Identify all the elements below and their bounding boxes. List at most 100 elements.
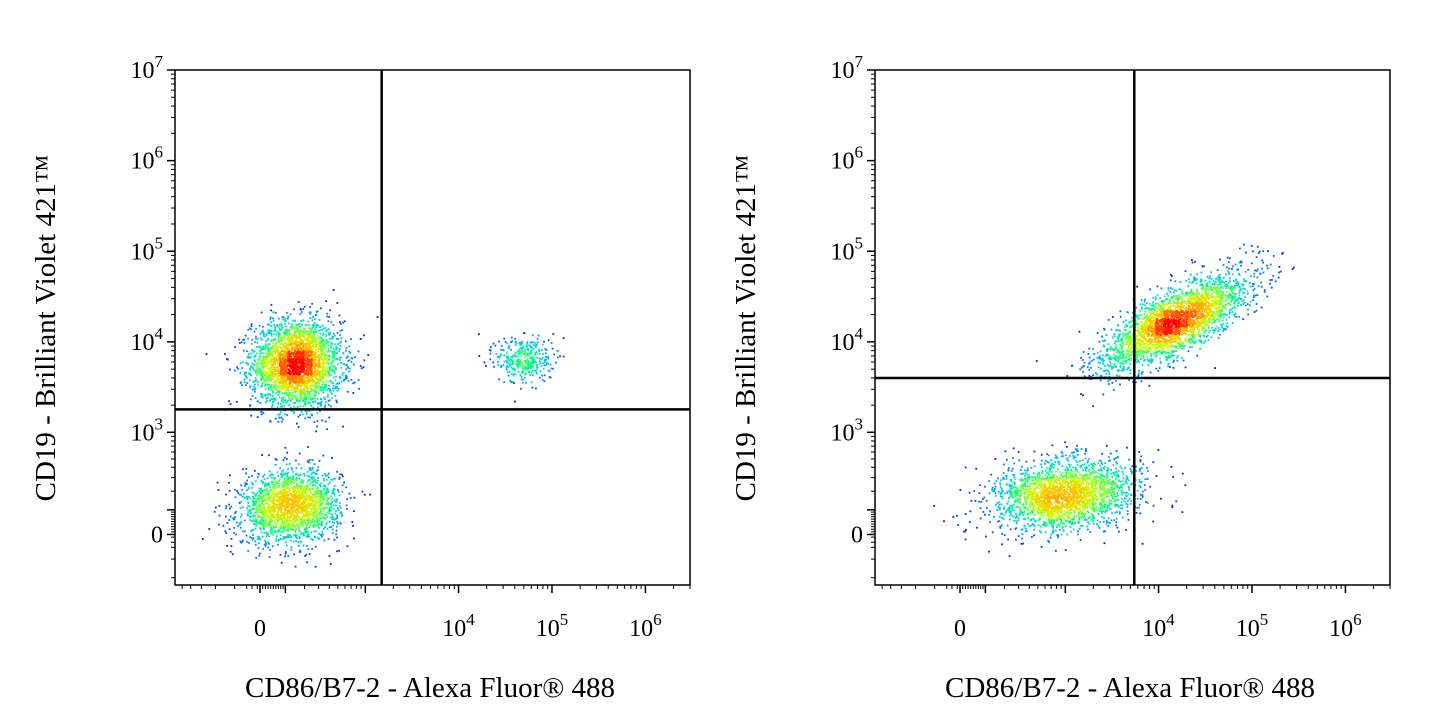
data-point xyxy=(317,501,320,503)
data-point xyxy=(295,357,298,359)
data-point xyxy=(291,529,294,531)
data-point xyxy=(271,378,274,380)
data-point xyxy=(314,515,317,518)
data-point xyxy=(285,353,288,355)
data-point xyxy=(282,367,285,370)
data-point xyxy=(318,523,321,525)
data-point xyxy=(310,487,313,490)
data-point xyxy=(298,506,300,509)
data-point xyxy=(312,357,315,360)
data-point xyxy=(264,539,267,542)
data-point xyxy=(272,368,275,371)
data-point xyxy=(294,503,297,506)
data-point xyxy=(287,389,290,392)
data-point xyxy=(275,346,278,349)
data-point xyxy=(270,476,273,479)
data-point xyxy=(272,317,274,320)
data-point xyxy=(309,333,311,335)
data-point xyxy=(280,323,283,326)
data-point xyxy=(294,565,297,568)
data-point xyxy=(314,400,316,403)
data-point xyxy=(349,367,351,370)
data-point xyxy=(345,504,348,507)
data-point xyxy=(276,503,278,506)
data-point xyxy=(264,494,266,497)
data-point xyxy=(278,484,281,487)
data-point xyxy=(294,529,296,532)
data-point xyxy=(279,490,282,493)
data-point xyxy=(282,504,284,507)
data-point xyxy=(301,517,303,520)
data-point xyxy=(546,362,548,364)
data-point xyxy=(281,485,284,488)
data-point xyxy=(309,524,312,527)
data-point xyxy=(243,338,245,341)
data-point xyxy=(326,502,329,505)
data-point xyxy=(520,343,522,346)
data-point xyxy=(332,516,334,518)
data-point xyxy=(270,397,273,400)
data-point xyxy=(261,512,264,515)
data-point xyxy=(336,332,339,334)
data-point xyxy=(290,479,293,482)
data-point xyxy=(226,358,229,361)
data-point xyxy=(251,395,254,397)
data-point xyxy=(244,484,247,487)
data-point xyxy=(532,365,535,368)
data-point xyxy=(348,370,350,373)
data-point xyxy=(269,362,271,364)
data-point xyxy=(293,519,295,522)
data-point xyxy=(288,512,291,514)
data-point xyxy=(274,503,277,506)
data-point xyxy=(273,488,276,491)
data-point xyxy=(305,398,308,401)
data-point xyxy=(367,354,370,356)
data-point xyxy=(265,494,268,496)
data-point xyxy=(247,502,250,504)
data-point xyxy=(299,488,302,491)
data-point xyxy=(530,364,533,367)
data-point xyxy=(297,336,299,339)
data-point xyxy=(304,342,306,345)
data-point xyxy=(342,352,345,355)
data-point xyxy=(286,483,289,486)
data-point xyxy=(306,533,309,536)
data-point xyxy=(230,545,233,547)
data-point xyxy=(282,318,284,321)
data-point xyxy=(300,494,303,497)
data-point xyxy=(272,386,275,388)
data-point xyxy=(323,405,326,408)
data-point xyxy=(524,368,527,371)
data-point xyxy=(321,324,324,327)
data-point xyxy=(348,350,351,353)
data-point xyxy=(329,481,332,484)
data-point xyxy=(300,381,303,383)
data-point xyxy=(269,371,272,374)
data-point xyxy=(330,341,333,344)
data-point xyxy=(261,365,264,368)
data-point xyxy=(280,501,283,503)
data-point xyxy=(327,320,330,323)
data-point xyxy=(292,521,295,524)
data-point xyxy=(291,347,294,350)
data-point xyxy=(261,482,264,485)
data-point xyxy=(308,515,311,517)
data-point xyxy=(516,363,519,366)
data-point xyxy=(249,385,252,388)
data-point xyxy=(299,330,302,332)
data-point xyxy=(532,361,535,364)
data-point xyxy=(516,364,519,367)
data-point xyxy=(231,553,234,556)
data-point xyxy=(308,459,311,461)
data-point xyxy=(299,533,302,535)
data-point xyxy=(313,477,315,479)
data-point xyxy=(535,361,538,364)
data-point xyxy=(272,360,275,363)
data-point xyxy=(282,528,285,531)
data-point xyxy=(274,484,276,486)
data-point xyxy=(305,363,308,366)
data-point xyxy=(311,481,314,483)
data-point xyxy=(284,481,287,483)
data-point xyxy=(306,332,309,335)
data-point xyxy=(543,340,545,343)
